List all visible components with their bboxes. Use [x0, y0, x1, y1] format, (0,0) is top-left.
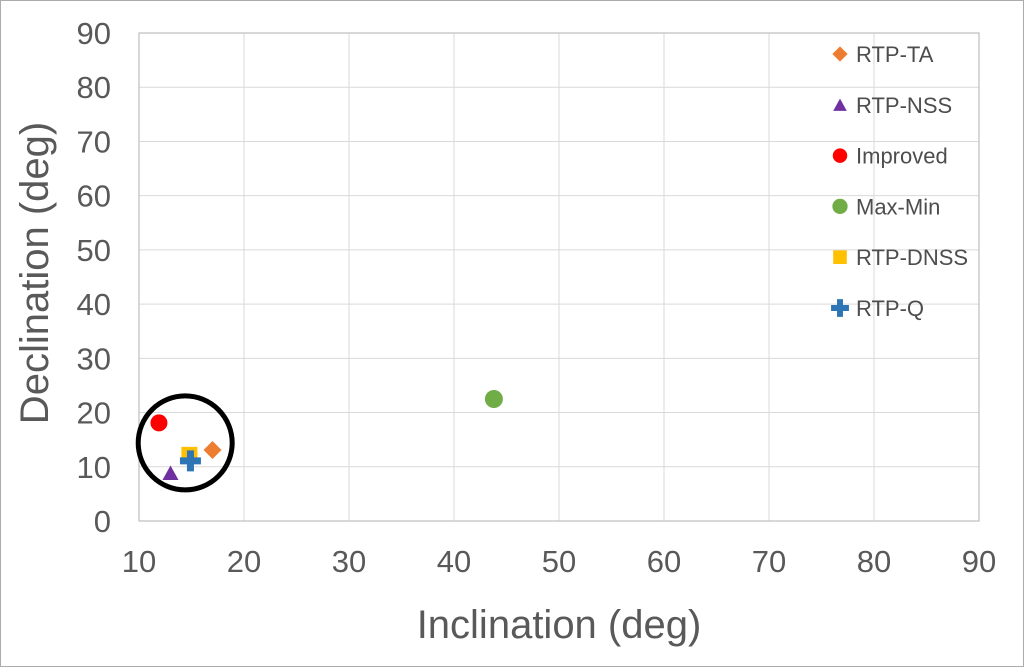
y-tick-label: 50 [77, 233, 111, 268]
legend-label-RTP-NSS: RTP-NSS [856, 93, 952, 118]
plot-border [138, 32, 980, 522]
y-tick-label: 0 [94, 504, 111, 539]
legend-label-RTP-DNSS: RTP-DNSS [856, 245, 968, 270]
x-tick-label: 50 [542, 544, 576, 579]
y-axis-title: Declination (deg) [13, 122, 57, 424]
legend-label-RTP-Q: RTP-Q [856, 296, 924, 321]
x-tick-label: 90 [962, 544, 996, 579]
legend-marker-circle-icon [832, 148, 848, 163]
x-tick-label: 70 [752, 544, 786, 579]
legend-item-RTP-TA: RTP-TA [832, 42, 934, 67]
marker-layer [150, 390, 503, 480]
tick-layer: 10 20 30 40 50 60 70 80 90 0 10 20 30 40 50 60 70 80 90 [77, 16, 997, 579]
y-tick-label: 90 [77, 16, 111, 51]
y-tick-label: 30 [77, 341, 111, 376]
legend-marker-plus-icon [831, 299, 849, 317]
data-point-Max-Min [484, 390, 503, 408]
x-tick-label: 60 [647, 544, 681, 579]
grid-layer [138, 32, 980, 522]
legend: RTP-TA RTP-NSS Improved Max-Min RTP-DNSS RTP-… [831, 42, 968, 321]
x-tick-label: 80 [857, 544, 891, 579]
annotation-layer [135, 393, 235, 493]
legend-item-RTP-DNSS: RTP-DNSS [833, 245, 968, 270]
legend-label-Max-Min: Max-Min [856, 194, 940, 219]
legend-item-RTP-Q: RTP-Q [831, 296, 924, 321]
data-point-RTP-NSS [162, 465, 179, 480]
legend-item-RTP-NSS: RTP-NSS [833, 93, 952, 118]
y-tick-label: 60 [77, 179, 111, 214]
x-tick-label: 40 [437, 544, 471, 579]
legend-marker-triangle-icon [833, 98, 847, 111]
y-tick-label: 70 [77, 124, 111, 159]
legend-marker-circle-icon [832, 198, 848, 215]
x-tick-label: 30 [332, 544, 366, 579]
legend-label-Improved: Improved [856, 144, 948, 169]
data-point-RTP-Q [179, 450, 201, 472]
legend-label-RTP-TA: RTP-TA [856, 42, 934, 67]
annotation-circle [135, 393, 235, 493]
y-tick-label: 40 [77, 287, 111, 322]
x-tick-label: 10 [122, 544, 156, 579]
legend-marker-diamond-icon [832, 46, 848, 62]
legend-item-Max-Min: Max-Min [832, 194, 940, 219]
legend-item-Improved: Improved [832, 144, 948, 169]
x-axis-title: Inclination (deg) [417, 603, 702, 647]
legend-marker-square-icon [833, 250, 847, 264]
y-tick-label: 10 [77, 450, 111, 485]
data-point-RTP-TA [203, 440, 222, 459]
y-tick-label: 80 [77, 70, 111, 105]
data-point-Improved [150, 414, 168, 432]
x-tick-label: 20 [227, 544, 261, 579]
y-tick-label: 20 [77, 396, 111, 431]
